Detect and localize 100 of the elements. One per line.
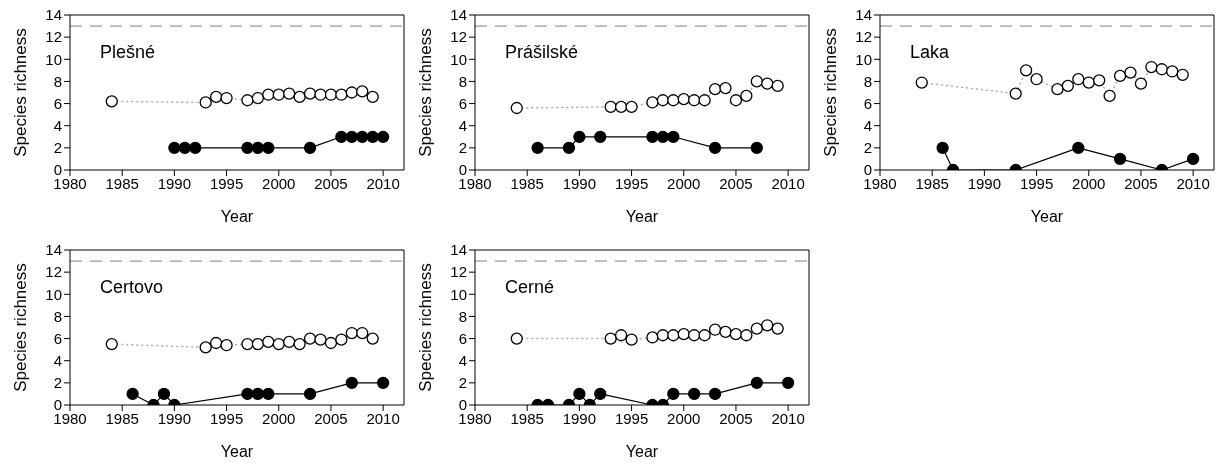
x-tick-label: 2010 [366, 174, 400, 192]
point [688, 387, 701, 401]
point [303, 387, 317, 401]
x-tick-label: 1985 [105, 409, 139, 427]
point [1186, 152, 1200, 166]
x-tick-label: 2005 [1124, 174, 1158, 192]
point [283, 335, 296, 349]
point [241, 141, 254, 155]
point [646, 130, 659, 143]
point [272, 88, 285, 101]
x-tick-label: 2005 [314, 409, 348, 427]
text: Laka [910, 42, 950, 63]
text: Certovo [100, 277, 164, 298]
point [324, 88, 338, 101]
point [345, 86, 358, 99]
point [241, 337, 254, 351]
x-tick-label: 1990 [562, 409, 597, 427]
point [262, 141, 275, 155]
y-tick-label: 8 [53, 307, 62, 325]
point [573, 130, 586, 143]
point [761, 77, 774, 90]
y-tick-label: 6 [53, 94, 62, 112]
y-tick-label: 4 [53, 352, 62, 370]
point [293, 90, 306, 104]
point [614, 329, 628, 342]
point [168, 141, 181, 155]
point [1019, 64, 1033, 77]
point [698, 94, 711, 107]
point [376, 376, 390, 390]
x-tick-label: 2005 [314, 174, 348, 192]
x-tick-label: 2000 [262, 174, 296, 192]
point [251, 91, 265, 105]
point [1061, 79, 1075, 93]
point [251, 337, 265, 351]
point [251, 387, 265, 401]
text: Prášilské [505, 42, 579, 63]
point [189, 141, 202, 155]
point [750, 141, 763, 155]
point [178, 141, 191, 155]
y-tick-label: 4 [53, 117, 62, 135]
y-tick-label: 4 [863, 117, 872, 135]
point [771, 79, 784, 93]
point [157, 387, 171, 401]
point [915, 76, 928, 89]
point [667, 94, 680, 107]
x-tick-label: 2000 [1072, 174, 1106, 192]
point [729, 94, 743, 107]
x-tick-label: 2010 [366, 409, 400, 427]
y-tick-label: 2 [53, 374, 62, 392]
point [220, 339, 233, 352]
point [667, 130, 680, 143]
point [1155, 63, 1168, 76]
point [241, 387, 254, 401]
point [335, 130, 348, 143]
point [303, 141, 317, 155]
y-tick-label: 14 [450, 241, 467, 259]
point [345, 326, 358, 340]
point [199, 341, 212, 354]
point [594, 130, 607, 143]
point [708, 323, 722, 336]
point [677, 92, 690, 106]
point [1124, 66, 1137, 79]
y-tick-label: 2 [53, 139, 62, 157]
point [656, 94, 670, 107]
y-tick-label: 2 [458, 139, 467, 157]
point [366, 130, 379, 143]
x-tick-label: 1995 [209, 409, 244, 427]
point [656, 329, 670, 342]
point [293, 337, 306, 351]
x-tick-label: 1985 [915, 174, 949, 192]
x-axis-title: Year [625, 443, 659, 460]
y-tick-label: 4 [458, 117, 467, 135]
point [646, 331, 659, 344]
point [625, 100, 638, 114]
y-tick-label: 10 [855, 50, 872, 68]
point [761, 319, 774, 332]
y-tick-label: 12 [450, 263, 467, 281]
x-tick-label: 1985 [510, 409, 544, 427]
point [708, 141, 722, 155]
point [708, 83, 722, 96]
point [105, 95, 118, 108]
point [356, 130, 369, 143]
point [376, 130, 390, 143]
point [324, 336, 338, 350]
x-tick-label: 2010 [771, 409, 805, 427]
y-axis-title: Species richness [416, 28, 436, 157]
x-axis-title: Year [1030, 208, 1064, 225]
y-tick-label: 8 [458, 72, 467, 90]
y-tick-label: 10 [450, 50, 467, 68]
x-tick-label: 2010 [1176, 174, 1210, 192]
y-tick-label: 4 [458, 352, 467, 370]
point [335, 88, 348, 101]
y-tick-label: 6 [53, 329, 62, 347]
point [729, 327, 743, 341]
point [251, 141, 265, 155]
x-tick-label: 1990 [157, 409, 192, 427]
point [1113, 152, 1127, 166]
y-tick-label: 8 [863, 72, 872, 90]
x-tick-label: 2005 [719, 174, 753, 192]
y-tick-label: 12 [450, 28, 467, 46]
